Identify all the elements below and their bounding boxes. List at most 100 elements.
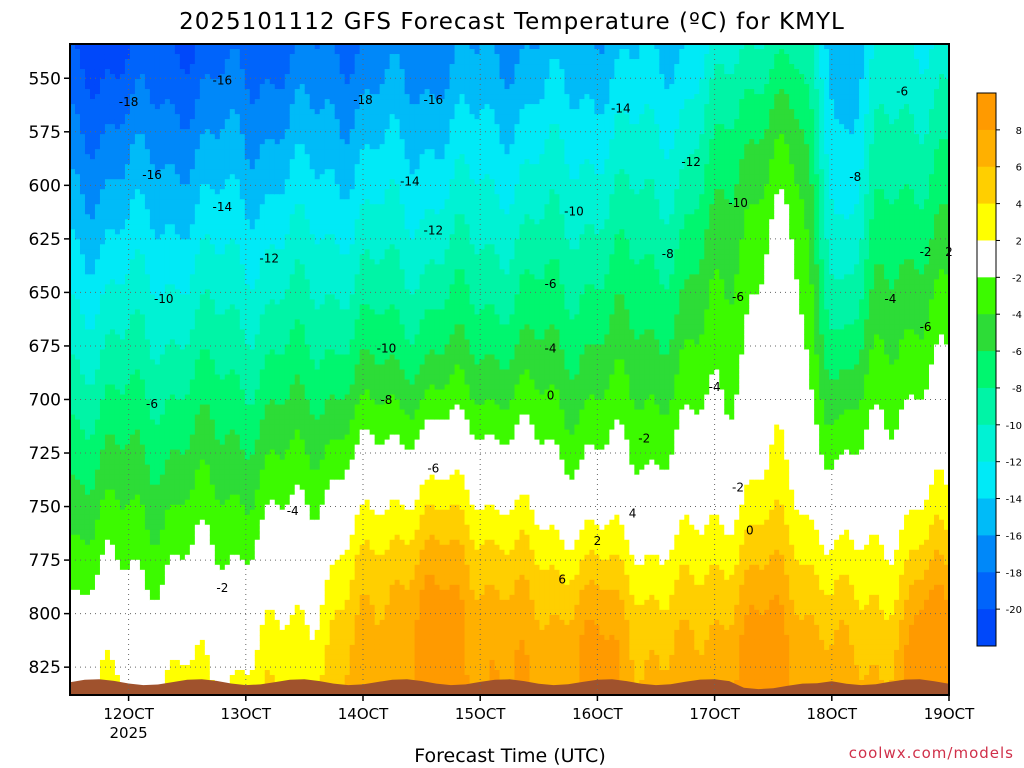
field-cell <box>235 525 241 531</box>
field-cell <box>105 595 111 601</box>
field-cell <box>115 425 121 431</box>
field-cell <box>185 405 191 411</box>
field-cell <box>135 620 141 626</box>
field-cell <box>160 119 166 125</box>
field-cell <box>80 54 86 60</box>
field-cell <box>250 535 256 541</box>
field-cell <box>180 134 186 140</box>
field-cell <box>125 375 131 381</box>
field-cell <box>80 284 86 290</box>
field-cell <box>220 570 226 576</box>
field-cell <box>140 249 146 255</box>
field-cell <box>125 319 131 325</box>
field-cell <box>245 194 251 200</box>
field-cell <box>250 134 256 140</box>
field-cell <box>255 510 261 516</box>
field-cell <box>195 109 201 115</box>
field-cell <box>235 385 241 391</box>
field-cell <box>220 59 226 65</box>
field-cell <box>175 400 181 406</box>
field-cell <box>260 244 266 250</box>
field-cell <box>100 354 106 360</box>
field-cell <box>195 319 201 325</box>
field-cell <box>235 410 241 416</box>
field-cell <box>165 570 171 576</box>
field-cell <box>210 660 216 666</box>
field-cell <box>225 510 231 516</box>
field-cell <box>190 214 196 220</box>
field-cell <box>180 209 186 215</box>
field-cell <box>120 455 126 461</box>
field-cell <box>235 344 241 350</box>
field-cell <box>120 585 126 591</box>
field-cell <box>210 570 216 576</box>
field-cell <box>115 635 121 641</box>
field-cell <box>115 344 121 350</box>
field-cell <box>205 214 211 220</box>
field-cell <box>170 500 176 506</box>
field-cell <box>230 354 236 360</box>
field-cell <box>130 194 136 200</box>
field-cell <box>260 194 266 200</box>
field-cell <box>240 239 246 245</box>
field-cell <box>80 254 86 260</box>
field-cell <box>165 645 171 651</box>
field-cell <box>215 299 221 305</box>
field-cell <box>115 490 121 496</box>
field-cell <box>255 455 261 461</box>
field-cell <box>100 114 106 120</box>
field-cell <box>200 480 206 486</box>
field-cell <box>175 204 181 210</box>
field-cell <box>120 610 126 616</box>
field-cell <box>75 334 81 340</box>
field-cell <box>110 655 116 661</box>
field-cell <box>255 650 261 656</box>
field-cell <box>205 349 211 355</box>
field-cell <box>240 435 246 441</box>
field-cell <box>250 279 256 285</box>
field-cell <box>90 580 96 586</box>
field-cell <box>200 149 206 155</box>
field-cell <box>110 545 116 551</box>
field-cell <box>95 535 101 541</box>
field-cell <box>140 364 146 370</box>
field-cell <box>150 319 156 325</box>
field-cell <box>180 605 186 611</box>
field-cell <box>120 560 126 566</box>
field-cell <box>255 380 261 386</box>
field-cell <box>260 239 266 245</box>
field-cell <box>225 49 231 55</box>
field-cell <box>255 199 261 205</box>
field-cell <box>250 370 256 376</box>
field-cell <box>230 500 236 506</box>
field-cell <box>90 375 96 381</box>
field-cell <box>160 284 166 290</box>
field-cell <box>155 460 161 466</box>
field-cell <box>255 535 261 541</box>
field-cell <box>230 435 236 441</box>
field-cell <box>90 54 96 60</box>
field-cell <box>225 640 231 646</box>
field-cell <box>85 279 91 285</box>
field-cell <box>260 274 266 280</box>
field-cell <box>195 219 201 225</box>
field-cell <box>190 645 196 651</box>
field-cell <box>140 329 146 335</box>
field-cell <box>115 109 121 115</box>
field-cell <box>95 500 101 506</box>
field-cell <box>200 84 206 90</box>
field-cell <box>85 545 91 551</box>
field-cell <box>95 390 101 396</box>
field-cell <box>250 249 256 255</box>
field-cell <box>205 84 211 90</box>
field-cell <box>205 445 211 451</box>
field-cell <box>100 304 106 310</box>
field-cell <box>150 314 156 320</box>
field-cell <box>155 149 161 155</box>
field-cell <box>220 540 226 546</box>
field-cell <box>130 124 136 130</box>
field-cell <box>240 465 246 471</box>
field-cell <box>235 199 241 205</box>
field-cell <box>150 199 156 205</box>
field-cell <box>105 410 111 416</box>
